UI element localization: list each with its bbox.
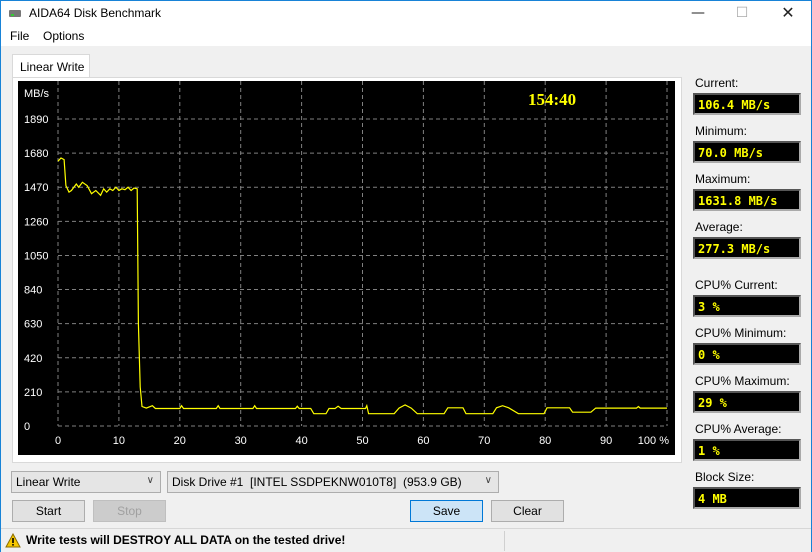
x-tick-label: 20 [174, 435, 186, 447]
status-separator [504, 531, 505, 551]
maximize-icon[interactable]: ☐ [735, 5, 749, 21]
current-value: 106.4 MB/s [693, 93, 801, 115]
drive-select[interactable]: Disk Drive #1 [INTEL SSDPEKNW010T8] (953… [167, 471, 499, 493]
minimize-icon[interactable]: — [691, 5, 705, 21]
save-button[interactable]: Save [410, 500, 483, 522]
y-tick-label: 630 [24, 319, 42, 331]
test-select-value: Linear Write [16, 475, 81, 489]
y-tick-label: 210 [24, 387, 42, 399]
y-tick-label: 1890 [24, 114, 48, 126]
elapsed-timer: 154:40 [528, 90, 576, 109]
menu-options[interactable]: Options [43, 29, 85, 43]
title-bar: AIDA64 Disk Benchmark — ☐ ✕ [1, 1, 811, 25]
maximum-label: Maximum: [695, 172, 751, 186]
x-tick-label: 0 [55, 435, 61, 447]
minimum-label: Minimum: [695, 124, 748, 138]
stop-button[interactable]: Stop [93, 500, 166, 522]
average-value: 277.3 MB/s [693, 237, 801, 259]
write-speed-line [57, 157, 667, 415]
y-tick-label: 420 [24, 353, 42, 365]
x-tick-label: 30 [235, 435, 247, 447]
cpu-maximum-label: CPU% Maximum: [695, 374, 790, 388]
x-tick-label: 100 % [638, 435, 669, 447]
chevron-down-icon: ∨ [146, 475, 154, 486]
y-tick-label: 0 [24, 421, 30, 433]
x-tick-label: 70 [478, 435, 490, 447]
benchmark-chart: 0 210 420 630 840 1050 1260 1470 1680 1890 0 10 20 30… [18, 81, 675, 455]
block-size-value: 4 MB [693, 487, 801, 509]
y-tick-label: 1260 [24, 216, 48, 228]
x-tick-label: 80 [539, 435, 551, 447]
minimum-value: 70.0 MB/s [693, 141, 801, 163]
chevron-down-icon: ∨ [484, 475, 492, 486]
x-tick-label: 10 [113, 435, 125, 447]
start-button[interactable]: Start [12, 500, 85, 522]
close-icon[interactable]: ✕ [781, 3, 795, 22]
status-bar: Write tests will DESTROY ALL DATA on the… [1, 528, 811, 552]
test-select[interactable]: Linear Write ∨ [11, 471, 161, 493]
cpu-minimum-label: CPU% Minimum: [695, 326, 787, 340]
drive-select-value: Disk Drive #1 [INTEL SSDPEKNW010T8] (953… [172, 475, 462, 489]
cpu-current-label: CPU% Current: [695, 278, 778, 292]
cpu-maximum-value: 29 % [693, 391, 801, 413]
warning-icon [5, 533, 21, 548]
cpu-average-label: CPU% Average: [695, 422, 782, 436]
x-tick-label: 50 [356, 435, 368, 447]
cpu-minimum-value: 0 % [693, 343, 801, 365]
cpu-average-value: 1 % [693, 439, 801, 461]
x-tick-label: 40 [295, 435, 307, 447]
window-title: AIDA64 Disk Benchmark [29, 6, 162, 20]
y-tick-label: 840 [24, 285, 42, 297]
block-size-label: Block Size: [695, 470, 755, 484]
tab-linear-write[interactable]: Linear Write [12, 54, 90, 78]
cpu-current-value: 3 % [693, 295, 801, 317]
y-axis-unit: MB/s [24, 88, 50, 100]
y-tick-label: 1680 [24, 148, 48, 160]
menu-bar: File Options [1, 25, 811, 46]
x-tick-label: 60 [417, 435, 429, 447]
warning-text: Write tests will DESTROY ALL DATA on the… [26, 533, 346, 547]
current-label: Current: [695, 76, 739, 90]
y-tick-label: 1470 [24, 182, 48, 194]
menu-file[interactable]: File [10, 29, 30, 43]
maximum-value: 1631.8 MB/s [693, 189, 801, 211]
x-tick-label: 90 [600, 435, 612, 447]
y-tick-label: 1050 [24, 250, 48, 262]
disk-icon [9, 10, 21, 17]
clear-button[interactable]: Clear [491, 500, 564, 522]
average-label: Average: [695, 220, 743, 234]
chart-svg: 0 210 420 630 840 1050 1260 1470 1680 1890 0 10 20 30… [24, 81, 669, 447]
